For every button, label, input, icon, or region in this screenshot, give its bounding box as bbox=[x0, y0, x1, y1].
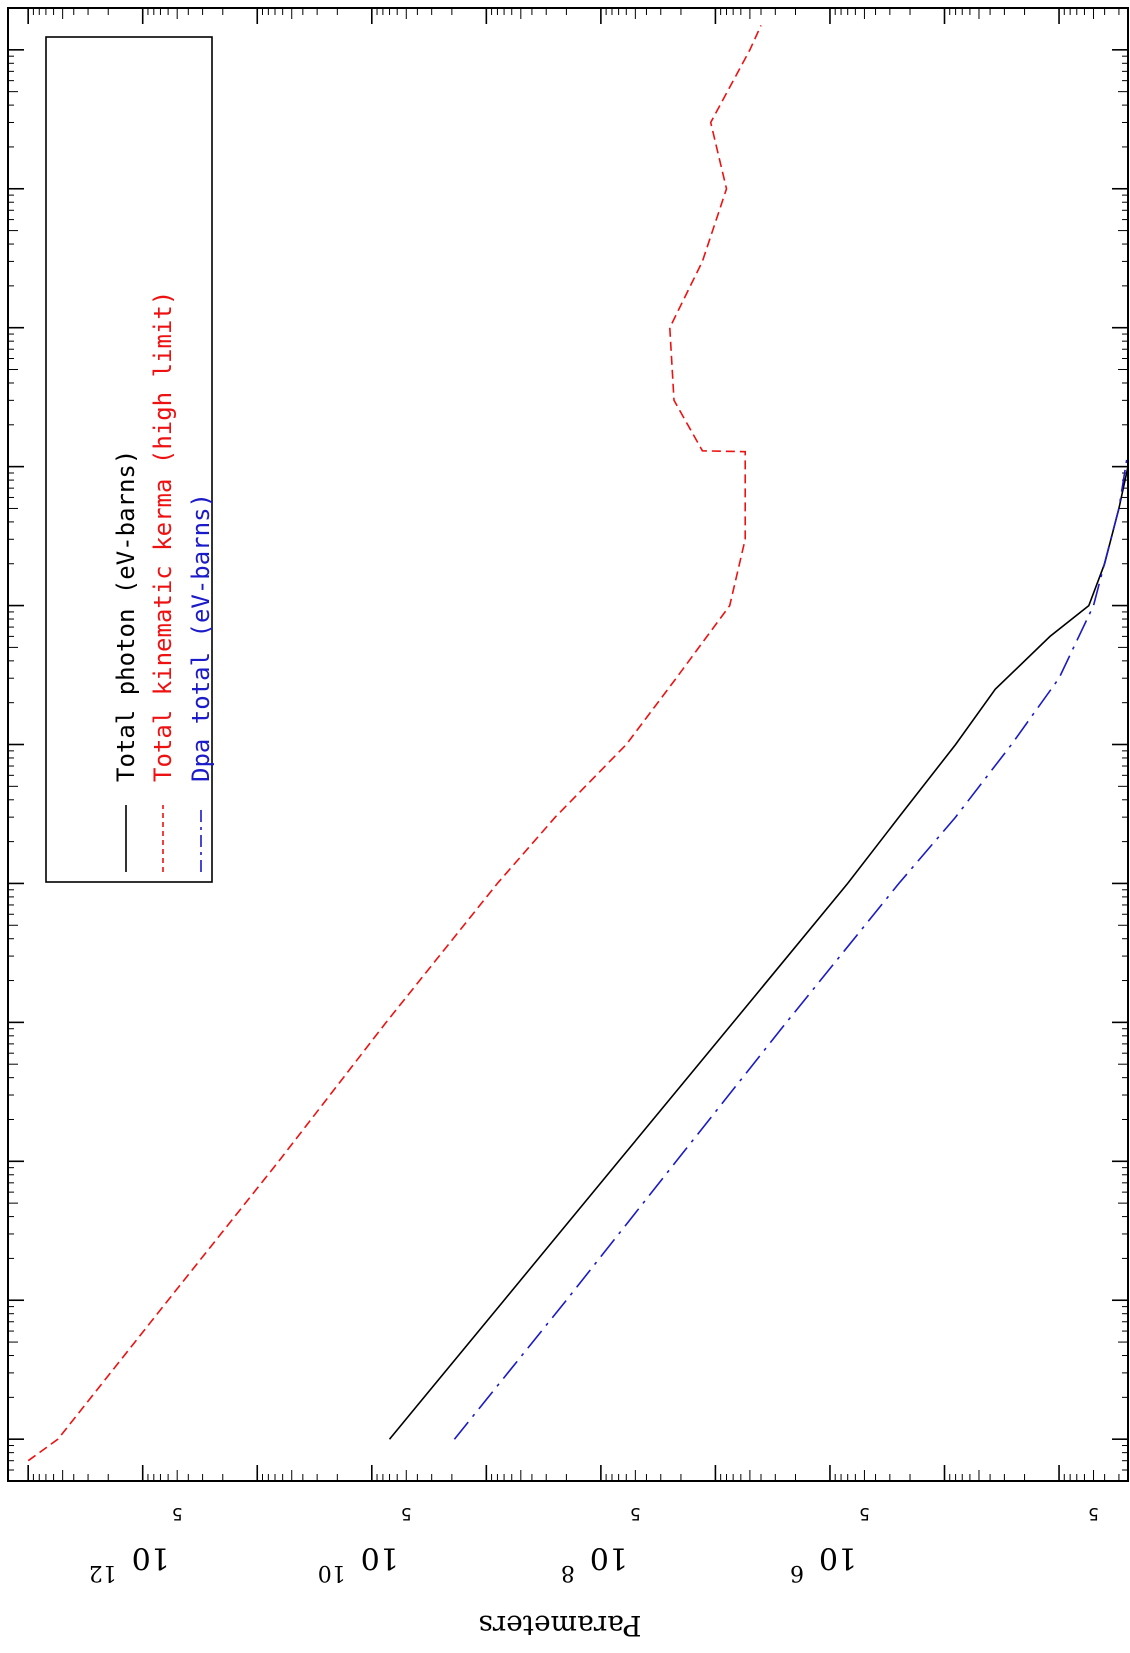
y-tick-label: 10 10 bbox=[318, 1540, 399, 1585]
legend: Total photon (eV-barns) Total kinematic k… bbox=[45, 36, 215, 883]
series-line-2 bbox=[27, 25, 762, 1462]
y-minor-label: 5 bbox=[172, 1503, 183, 1523]
y-tick-label-base: 10 bbox=[590, 1540, 628, 1575]
y-tick-label-base: 10 bbox=[819, 1540, 857, 1575]
y-axis-labels: 10 6 10 8 10 10 10 12 5 5 5 5 5 bbox=[89, 1503, 1099, 1585]
y-tick-label-exponent: 6 bbox=[790, 1560, 804, 1585]
y-tick-label-base: 10 bbox=[132, 1540, 170, 1575]
legend-label: Total kinematic kerma (high limit) bbox=[149, 291, 177, 782]
y-tick-label: 10 12 bbox=[89, 1540, 170, 1585]
y-minor-label: 5 bbox=[630, 1503, 641, 1523]
series-lines bbox=[27, 25, 1127, 1462]
y-minor-label: 5 bbox=[859, 1503, 870, 1523]
y-tick-label: 10 6 bbox=[790, 1540, 857, 1585]
legend-label: Dpa total (eV-barns) bbox=[187, 493, 215, 782]
tick-marks bbox=[8, 7, 1128, 1482]
legend-box bbox=[45, 36, 213, 883]
y-minor-label: 5 bbox=[401, 1503, 412, 1523]
y-minor-label: 5 bbox=[1088, 1503, 1099, 1523]
y-tick-label-base: 10 bbox=[361, 1540, 399, 1575]
series-line-1 bbox=[388, 467, 1127, 1440]
y-tick-label-exponent: 8 bbox=[561, 1560, 575, 1585]
y-tick-label: 10 8 bbox=[561, 1540, 628, 1585]
y-axis-title: Parameters bbox=[478, 1609, 641, 1642]
y-tick-label-exponent: 12 bbox=[89, 1560, 117, 1585]
series-line-3 bbox=[453, 452, 1127, 1440]
legend-label: Total photon (eV-barns) bbox=[112, 450, 140, 782]
y-tick-label-exponent: 10 bbox=[318, 1560, 346, 1585]
